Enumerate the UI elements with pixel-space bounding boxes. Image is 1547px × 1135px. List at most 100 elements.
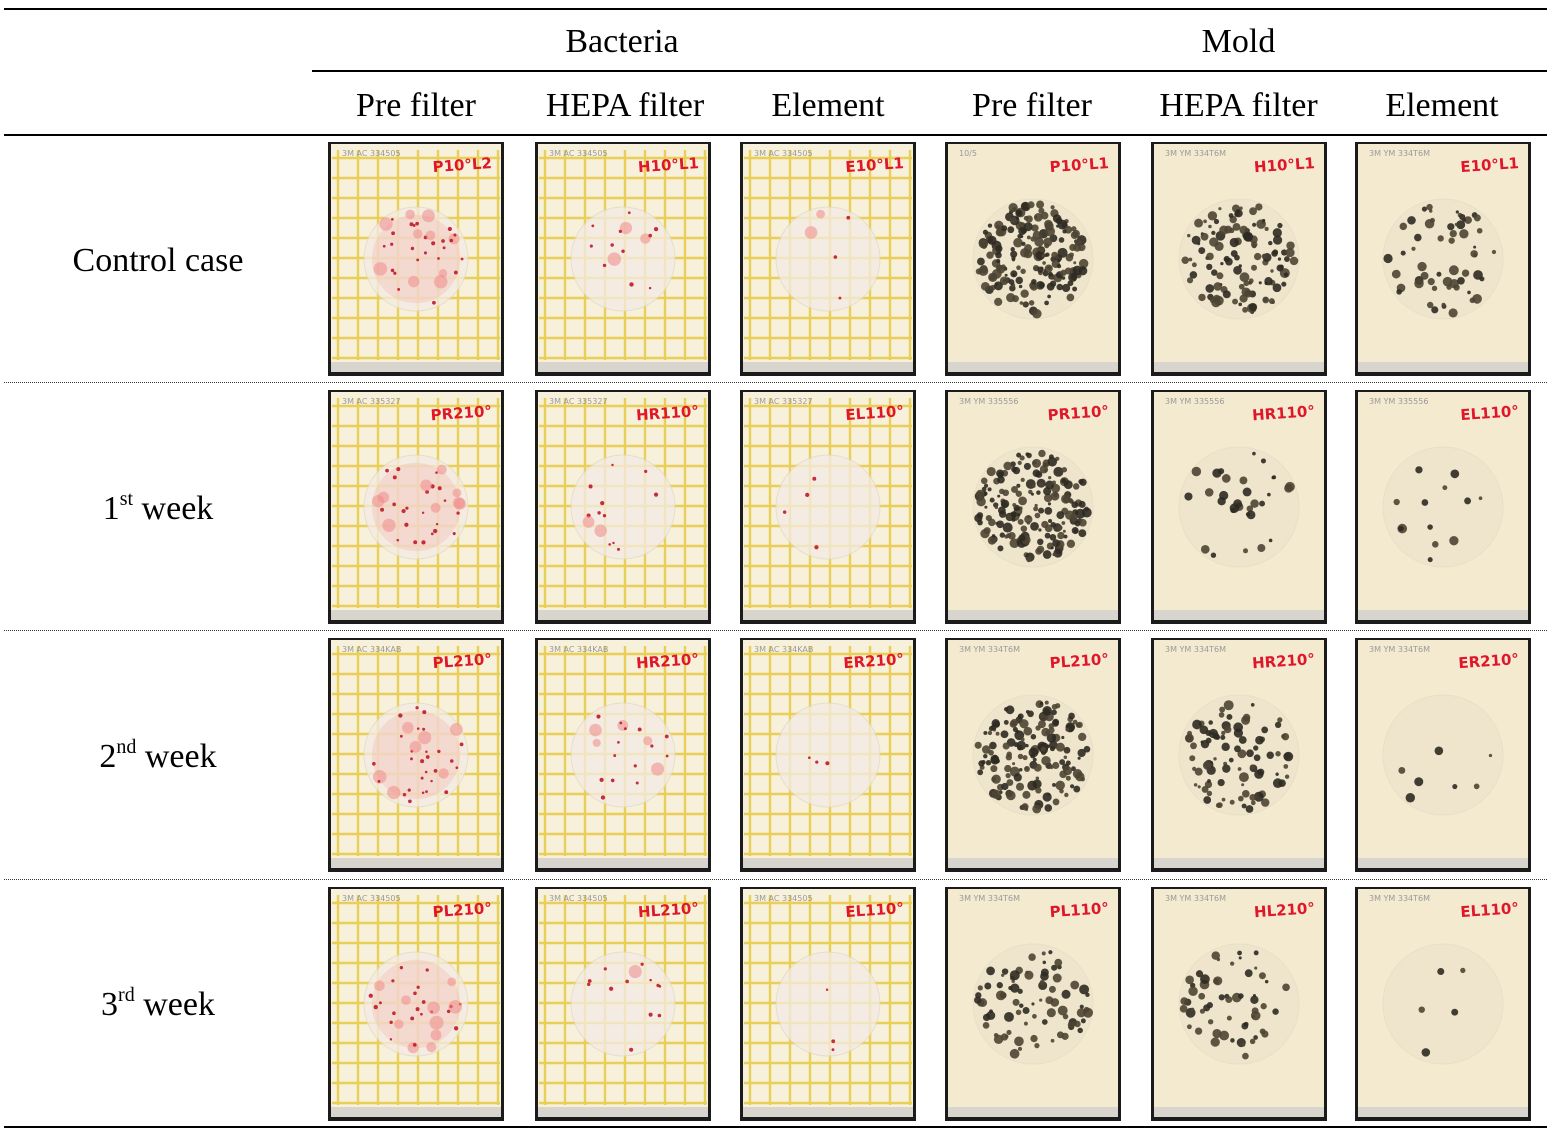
plate-brand-label: 3M AC 334KAB [342,645,401,654]
plate-brand-label: 3M AC 334505 [754,149,813,158]
plate-brand-label: 3M AC 334KAB [549,645,608,654]
plate-sample-marking: HR110° [635,402,699,424]
plate-brand-label: 3M YM 334T6M [1165,645,1226,654]
plate-sample-marking: PL110° [1049,899,1109,921]
column-header: HEPA filter [1159,87,1318,124]
plate-brand-label: 3M YM 335556 [1165,397,1224,406]
bacteria-plate-photo: 3M AC 334505 P10°L2 [328,142,504,376]
column-header: Element [771,87,885,124]
mold-plate-photo: 3M YM 334T6M E10°L1 [1355,142,1531,376]
plate-brand-label: 3M YM 334T6M [959,645,1020,654]
plate-sample-marking: PL210° [432,899,492,921]
row-label-text: Control case [72,242,244,279]
top-rule [4,8,1547,10]
row-label-control: Control case [0,244,316,278]
plate-brand-label: 10/5 [959,149,977,158]
plate-brand-label: 3M YM 334T6M [1165,149,1226,158]
bacteria-plate-photo: 3M AC 334505 HL210° [535,887,711,1121]
group-header-mold: Mold [1201,23,1276,60]
plate-sample-marking: P10°L2 [432,154,492,176]
header-rule [4,134,1547,136]
mold-plate-photo: 3M YM 334T6M HL210° [1151,887,1327,1121]
plate-brand-label: 3M YM 334T6M [1369,645,1430,654]
bacteria-plate-photo: 3M AC 334505 E10°L1 [740,142,916,376]
plate-sample-marking: EL110° [845,402,905,424]
mold-plate-photo: 3M YM 334T6M HR210° [1151,638,1327,872]
group-header-bacteria: Bacteria [565,23,679,60]
plate-sample-marking: ER210° [843,650,905,672]
plate-sample-marking: HL210° [637,899,699,921]
column-header: Pre filter [356,87,476,124]
plate-sample-marking: EL110° [845,899,905,921]
row-label-number: 3 [101,986,119,1023]
plate-brand-label: 3M AC 334505 [342,149,401,158]
plate-sample-marking: PR210° [430,402,492,424]
mold-plate-photo: 3M YM 334T6M PL110° [945,887,1121,1121]
plate-sample-marking: PL210° [432,650,492,672]
plate-brand-label: 3M AC 334505 [549,149,608,158]
bacteria-plate-photo: 3M AC 335327 HR110° [535,390,711,624]
bacteria-plate-photo: 3M AC 334KAB ER210° [740,638,916,872]
plate-sample-marking: PL210° [1049,650,1109,672]
plate-brand-label: 3M YM 334T6M [1369,894,1430,903]
column-header: HEPA filter [545,87,705,124]
plate-sample-marking: H10°L1 [1253,154,1315,176]
plate-brand-label: 3M YM 334T6M [1165,894,1226,903]
row-separator [4,382,1547,383]
plate-brand-label: 3M AC 335327 [754,397,813,406]
row-label-ordinal: st [119,488,134,510]
row-label-number: 1 [102,490,120,527]
row-label-week1: 1st week [0,489,316,527]
plate-brand-label: 3M YM 334T6M [1369,149,1430,158]
plate-brand-label: 3M AC 334KAB [754,645,813,654]
plate-sample-marking: EL110° [1460,402,1520,424]
plate-brand-label: 3M YM 335556 [959,397,1018,406]
mold-plate-photo: 3M YM 334T6M EL110° [1355,887,1531,1121]
plate-sample-marking: HR210° [1251,650,1315,672]
mold-plate-photo: 3M YM 335556 PR110° [945,390,1121,624]
column-header: Element [1385,87,1499,124]
plate-sample-marking: P10°L1 [1049,154,1109,176]
column-header: Pre filter [972,87,1092,124]
plate-brand-label: 3M YM 334T6M [959,894,1020,903]
row-label-suffix: week [133,490,214,527]
plate-brand-label: 3M AC 335327 [549,397,608,406]
mold-plate-photo: 3M YM 335556 EL110° [1355,390,1531,624]
mold-plate-photo: 3M YM 335556 HR110° [1151,390,1327,624]
bacteria-plate-photo: 3M AC 334KAB PL210° [328,638,504,872]
row-label-ordinal: rd [118,984,135,1006]
plate-brand-label: 3M AC 334505 [549,894,608,903]
plate-brand-label: 3M AC 335327 [342,397,401,406]
bacteria-plate-photo: 3M AC 335327 PR210° [328,390,504,624]
mold-plate-photo: 3M YM 334T6M PL210° [945,638,1121,872]
mold-plate-photo: 3M YM 334T6M H10°L1 [1151,142,1327,376]
plate-sample-marking: HR210° [635,650,699,672]
plate-brand-label: 3M AC 334505 [342,894,401,903]
row-label-suffix: week [134,986,215,1023]
plate-sample-marking: PR110° [1047,402,1109,424]
plate-sample-marking: ER210° [1458,650,1520,672]
row-label-week2: 2nd week [0,737,316,775]
plate-brand-label: 3M AC 334505 [754,894,813,903]
bacteria-plate-photo: 3M AC 335327 EL110° [740,390,916,624]
row-separator [4,630,1547,631]
bacteria-plate-photo: 3M AC 334KAB HR210° [535,638,711,872]
bacteria-plate-photo: 3M AC 334505 H10°L1 [535,142,711,376]
row-separator [4,879,1547,880]
plate-sample-marking: H10°L1 [637,154,699,176]
plate-sample-marking: E10°L1 [1460,154,1520,176]
plate-sample-marking: E10°L1 [845,154,905,176]
plate-sample-marking: HR110° [1251,402,1315,424]
plate-sample-marking: EL110° [1460,899,1520,921]
mold-plate-photo: 3M YM 334T6M ER210° [1355,638,1531,872]
mold-plate-photo: 10/5 P10°L1 [945,142,1121,376]
bacteria-plate-photo: 3M AC 334505 EL110° [740,887,916,1121]
bottom-rule [4,1126,1547,1128]
row-label-number: 2 [99,738,117,775]
row-label-suffix: week [136,738,217,775]
plate-brand-label: 3M YM 335556 [1369,397,1428,406]
group-rule [312,70,1547,72]
bacteria-plate-photo: 3M AC 334505 PL210° [328,887,504,1121]
row-label-week3: 3rd week [0,985,316,1023]
row-label-ordinal: nd [116,736,137,758]
